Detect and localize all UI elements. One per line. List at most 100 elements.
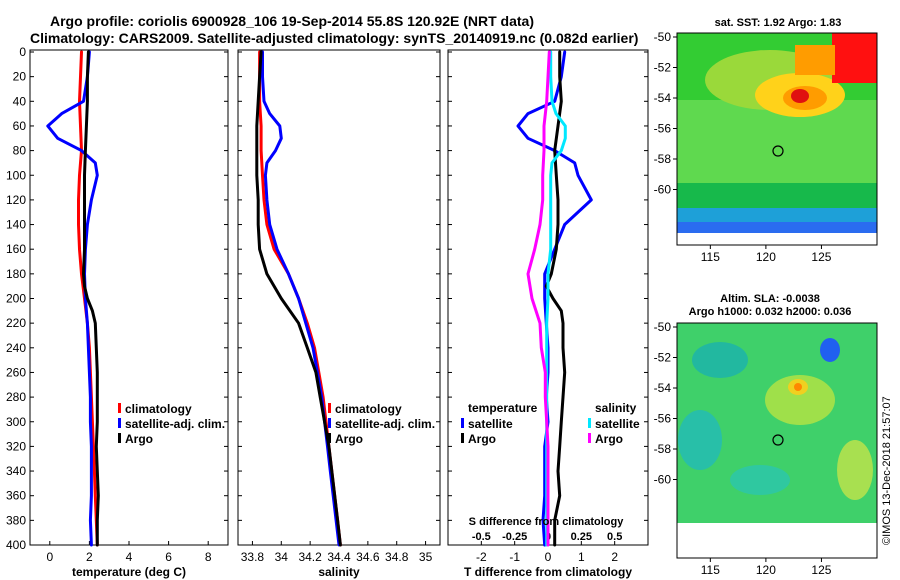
series-line-satellite-adj-clim- (46, 50, 99, 547)
legend-label-t-satellite: satellite (468, 417, 513, 431)
map-y-tick-label: -58 (654, 152, 672, 166)
map-y-tick-label: -60 (654, 473, 672, 487)
argo-position-marker (772, 145, 784, 157)
figure-title-line2: Climatology: CARS2009. Satellite-adjuste… (30, 30, 638, 46)
legend-salinity-heading: salinity (595, 401, 637, 415)
series-line-salinity-argo (526, 50, 551, 547)
legend-label-argo: Argo (125, 432, 153, 446)
x-tick-label: 34 (275, 550, 289, 564)
depth-tick-label: 20 (13, 70, 27, 84)
temperature-x-ticks: 0 2 4 6 8 (46, 541, 212, 564)
sst-map-band-south (677, 183, 877, 211)
map-y-tick-label: -52 (654, 61, 672, 75)
depth-tick-label: 300 (6, 415, 26, 429)
sla-low-patch (730, 465, 790, 495)
sst-map-band-mid (677, 100, 877, 185)
series-line-satellite-adj-clim- (261, 50, 341, 547)
map-y-tick-label: -60 (654, 183, 672, 197)
sla-low-patch (678, 410, 722, 470)
x-tick-label: 4 (126, 550, 133, 564)
x-tick-label: 0.25 (571, 531, 592, 543)
legend-swatch-satellite (118, 418, 121, 428)
legend-label-climatology: climatology (125, 402, 192, 416)
depth-tick-label: 200 (6, 292, 26, 306)
sst-warm-corner-red (832, 33, 877, 83)
sla-map-no-data (677, 523, 877, 558)
legend-swatch-s-satellite (588, 418, 591, 428)
difference-legend: temperature satellite Argo salinity sate… (461, 401, 640, 446)
depth-tick-label: 40 (13, 94, 27, 108)
depth-tick-label: 60 (13, 119, 27, 133)
legend-swatch-s-argo (588, 433, 591, 443)
legend-swatch-satellite (328, 418, 331, 428)
depth-tick-label: 160 (6, 242, 26, 256)
x-tick-label: 0 (46, 550, 53, 564)
depth-tick-label: 260 (6, 365, 26, 379)
x-tick-label: 0 (545, 550, 552, 564)
x-tick-label: 2 (86, 550, 93, 564)
depth-tick-label: 320 (6, 439, 26, 453)
sla-high-patch (765, 375, 835, 425)
argo-position-marker (772, 434, 784, 446)
temperature-plot-frame (29, 49, 229, 546)
map-y-tick-label: -56 (654, 122, 672, 136)
legend-swatch-t-argo (461, 433, 464, 443)
x-tick-label: 34.2 (298, 550, 322, 564)
s-difference-axis-label: S difference from climatology (469, 516, 625, 528)
sla-high-peak (794, 383, 802, 391)
x-tick-label: 0.5 (607, 531, 622, 543)
sst-map-no-data (677, 233, 877, 245)
figure-title-line1: Argo profile: coriolis 6900928_106 19-Se… (50, 13, 534, 29)
temperature-axis-label: temperature (deg C) (72, 565, 186, 579)
legend-label-climatology: climatology (335, 402, 402, 416)
sla-map-subtitle: Argo h1000: 0.032 h2000: 0.036 (689, 306, 852, 318)
sst-warm-corner-orange (795, 45, 835, 75)
sla-map (676, 322, 878, 559)
x-tick-label: 1 (578, 550, 585, 564)
sst-map-ticks: 115 120 125 -50 -52 -54 -56 -58 -60 (654, 30, 832, 264)
x-tick-label: 33.8 (241, 550, 265, 564)
legend-temperature-heading: temperature (468, 401, 538, 415)
depth-tick-label: 240 (6, 341, 26, 355)
legend-swatch-argo (328, 433, 331, 443)
x-tick-label: 6 (165, 550, 172, 564)
t-difference-axis-label: T difference from climatology (464, 565, 632, 579)
legend-swatch-climatology (328, 403, 331, 413)
sst-hot-spot (791, 89, 809, 103)
map-x-tick-label: 120 (756, 563, 776, 577)
map-x-tick-label: 115 (701, 563, 720, 577)
depth-tick-label: 80 (13, 144, 27, 158)
depth-tick-label: 280 (6, 390, 26, 404)
map-x-tick-label: 125 (811, 250, 831, 264)
sla-map-frame (676, 322, 878, 559)
sla-map-ticks: 115 120 125 -50 -52 -54 -56 -58 -60 (654, 320, 832, 577)
legend-swatch-argo (118, 433, 121, 443)
depth-tick-label: 380 (6, 513, 26, 527)
sst-map (676, 32, 878, 246)
sla-low-patch (692, 342, 748, 378)
salinity-x-ticks: 33.8 34 34.2 34.4 34.6 34.8 35 (241, 541, 433, 564)
sla-map-title: Altim. SLA: -0.0038 (720, 293, 820, 305)
x-tick-label: -0.5 (472, 531, 491, 543)
depth-tick-label: 360 (6, 489, 26, 503)
map-x-tick-label: 115 (701, 250, 720, 264)
legend-label-satellite: satellite-adj. clim. (125, 417, 225, 431)
sst-map-frame (676, 32, 878, 246)
x-tick-label: 2 (611, 550, 618, 564)
legend-label-argo: Argo (335, 432, 363, 446)
x-tick-label: 34.8 (385, 550, 409, 564)
map-y-tick-label: -52 (654, 351, 672, 365)
depth-tick-label: 220 (6, 316, 26, 330)
x-tick-label: 8 (205, 550, 212, 564)
temperature-legend: climatology satellite-adj. clim. Argo (118, 402, 225, 446)
depth-tick-label: 120 (6, 193, 26, 207)
depth-tick-label: 0 (19, 45, 26, 59)
x-tick-label: -1 (509, 550, 520, 564)
series-line-argo (255, 50, 342, 547)
x-tick-label: 35 (419, 550, 433, 564)
legend-label-t-argo: Argo (468, 432, 496, 446)
profile-lines (46, 50, 593, 547)
depth-tick-label: 400 (6, 538, 26, 552)
series-line-argo (82, 50, 100, 547)
x-tick-label: 34.4 (327, 550, 351, 564)
